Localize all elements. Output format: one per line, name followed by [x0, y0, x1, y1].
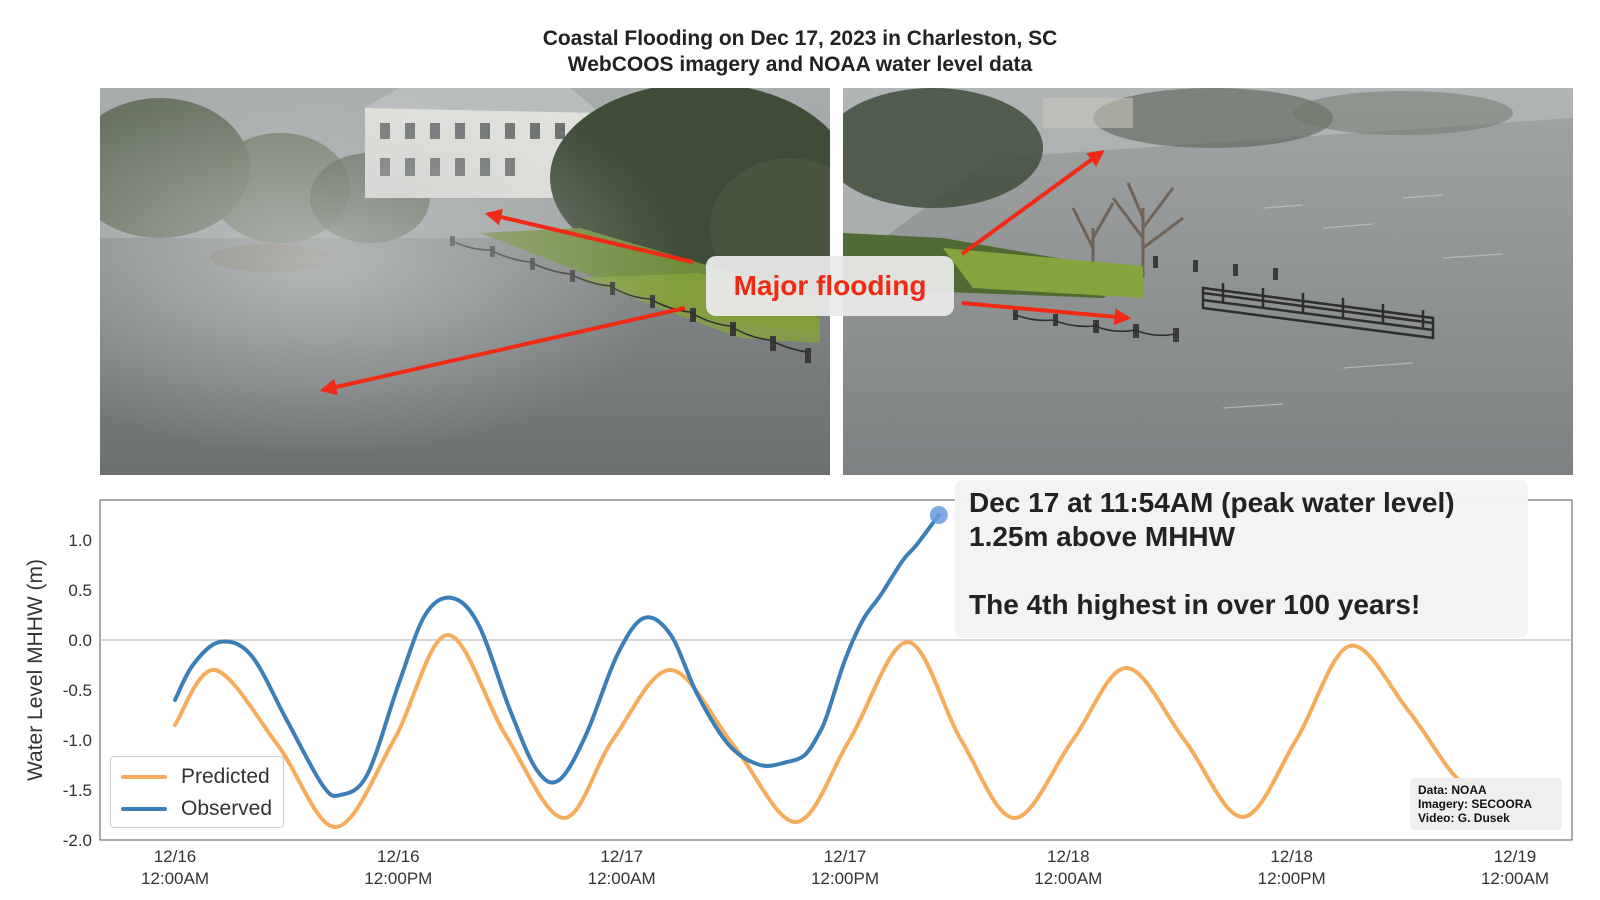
x-tick-label: 12/17 [824, 847, 867, 866]
y-tick-label: 0.5 [68, 581, 92, 600]
legend-label-observed: Observed [181, 797, 273, 820]
credit-data: Data: NOAA [1418, 783, 1487, 797]
x-tick-label: 12/16 [154, 847, 197, 866]
plot-frame [99, 499, 1573, 841]
legend-item-observed: Observed [121, 794, 272, 824]
webcam-photo-left [100, 88, 830, 475]
credits-box: Data: NOAA Imagery: SECOORA Video: G. Du… [1410, 778, 1562, 830]
major-flooding-label: Major flooding [706, 256, 954, 316]
chart-subtitle: WebCOOS imagery and NOAA water level dat… [567, 53, 1033, 76]
annotation-line-1: Dec 17 at 11:54AM (peak water level) [969, 487, 1455, 518]
x-tick-label: 12:00AM [588, 869, 656, 888]
credit-video: Video: G. Dusek [1418, 811, 1510, 825]
x-tick-label: 12:00PM [1258, 869, 1326, 888]
peak-annotation-box: Dec 17 at 11:54AM (peak water level) 1.2… [955, 480, 1528, 638]
chart-legend: Predicted Observed [110, 756, 284, 828]
x-tick-label: 12/19 [1494, 847, 1537, 866]
x-tick-label: 12:00PM [811, 869, 879, 888]
legend-label-predicted: Predicted [181, 765, 270, 788]
y-tick-label: -1.5 [63, 781, 92, 800]
x-tick-label: 12/18 [1047, 847, 1090, 866]
credit-imagery: Imagery: SECOORA [1418, 797, 1533, 811]
x-tick-label: 12:00AM [141, 869, 209, 888]
y-tick-label: -1.0 [63, 731, 92, 750]
legend-swatch-observed [121, 807, 167, 811]
legend-swatch-predicted [121, 775, 167, 779]
annotation-line-2: 1.25m above MHHW [969, 521, 1236, 552]
annotation-line-3: The 4th highest in over 100 years! [969, 589, 1421, 620]
x-tick-label: 12/18 [1270, 847, 1313, 866]
y-tick-label: 1.0 [68, 531, 92, 550]
x-tick-label: 12:00AM [1481, 869, 1549, 888]
series-line-observed [173, 513, 941, 798]
y-tick-label: -0.5 [63, 681, 92, 700]
y-tick-label: 0.0 [68, 631, 92, 650]
x-tick-label: 12:00PM [364, 869, 432, 888]
chart-title: Coastal Flooding on Dec 17, 2023 in Char… [542, 27, 1058, 50]
x-tick-label: 12:00AM [1034, 869, 1102, 888]
x-tick-label: 12/16 [377, 847, 420, 866]
y-axis-label: Water Level MHHW (m) [24, 559, 47, 781]
series-line-predicted [173, 632, 1486, 830]
legend-item-predicted: Predicted [121, 762, 270, 792]
y-tick-label: -2.0 [63, 831, 92, 850]
peak-water-level-marker [929, 506, 948, 524]
webcam-photo-right [843, 88, 1573, 475]
x-tick-label: 12/17 [600, 847, 643, 866]
